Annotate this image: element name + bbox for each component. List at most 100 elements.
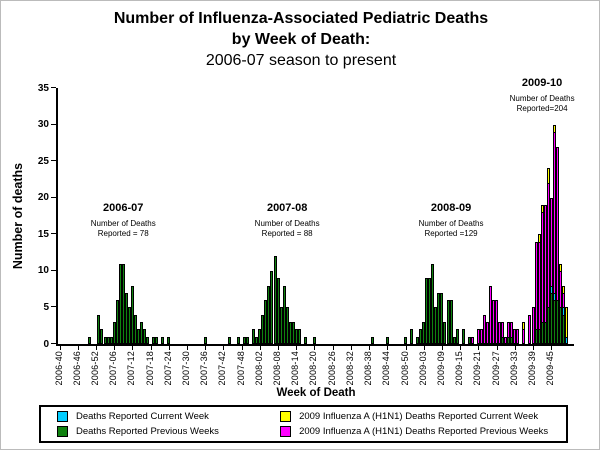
bar-segment-m-2009-49 — [561, 292, 565, 309]
bar-segment-g-2008-03 — [261, 314, 265, 344]
x-tick-label: 2006-52 — [89, 351, 100, 386]
bar-segment-m-2009-25 — [489, 285, 492, 344]
x-tick — [332, 346, 334, 350]
bar-segment-g-2008-10 — [282, 285, 286, 344]
season-label: 2006-07 — [103, 202, 144, 214]
season-annotation-2007-08: 2007-08 Number of Deaths Reported = 88 — [255, 202, 320, 239]
bar-segment-g-2008-20 — [312, 336, 316, 344]
season-annotation-2008-09: 2008-09 Number of Deaths Reported =129 — [419, 202, 484, 239]
y-tick — [51, 269, 56, 271]
x-tick-label: 2006-46 — [71, 351, 82, 386]
x-tick — [223, 346, 225, 350]
x-tick-label: 2008-50 — [399, 351, 410, 386]
x-tick-label: 2009-03 — [417, 351, 428, 386]
x-tick-label: 2007-06 — [108, 351, 119, 386]
bar-segment-g-2009-02 — [419, 329, 423, 344]
bar-segment-g-2009-08 — [437, 292, 441, 344]
x-tick — [241, 346, 243, 350]
x-tick-label: 2009-39 — [527, 351, 537, 386]
season-note-line1: Number of Deaths — [418, 219, 484, 228]
bar-segment-y-2009-46 — [552, 124, 556, 133]
bar-segment-g-2007-04 — [106, 336, 110, 344]
season-note-line1: Number of Deaths — [509, 94, 575, 103]
legend-swatch-c — [57, 411, 68, 422]
y-tick — [51, 343, 56, 344]
x-tick-label: 2008-14 — [290, 351, 301, 386]
bar-segment-g-2008-05 — [267, 285, 271, 344]
x-tick-label: 2007-36 — [199, 351, 210, 386]
season-annotation-2009-10: 2009-10 Number of Deaths Reported=204 — [510, 77, 575, 114]
legend-item-g: Deaths Reported Previous Weeks — [57, 426, 280, 437]
chart-title-line1: Number of Influenza-Associated Pediatric… — [113, 10, 489, 27]
bar-segment-y-2009-41 — [537, 234, 541, 243]
bar-segment-g-2007-44 — [227, 336, 231, 344]
x-tick-label: 2009-21 — [472, 351, 483, 386]
bar-segment-g-2007-22 — [161, 336, 165, 344]
y-tick-label: 25 — [37, 155, 49, 167]
season-note-line1: Number of Deaths — [90, 219, 156, 228]
bar-segment-g-2008-01 — [255, 336, 259, 344]
y-tick — [51, 306, 56, 308]
x-tick — [387, 346, 389, 350]
season-label: 2007-08 — [266, 202, 308, 214]
x-tick — [350, 346, 352, 350]
bar-segment-g-2007-03 — [103, 336, 107, 344]
bar-segment-g-2007-07 — [115, 300, 119, 344]
plot-area: 0 5 10 15 20 25 30 35 2006-40 2006-46 2006-52 2007-… — [38, 77, 575, 385]
y-axis-label: Number of deaths — [11, 162, 25, 270]
legend: Deaths Reported Current Week Deaths Repor… — [39, 405, 568, 443]
bar-segment-g-2007-15 — [139, 322, 143, 344]
bar-segment-g-2007-10 — [124, 292, 128, 344]
bar-segment-m-2009-43 — [543, 205, 547, 324]
legend-swatch-y — [280, 411, 292, 422]
x-tick-label: 2007-24 — [162, 351, 173, 386]
x-tick-label: 2008-44 — [381, 351, 392, 386]
bar-segment-g-2007-02 — [100, 329, 104, 344]
bar-segment-y-2009-49 — [561, 285, 565, 294]
bar-segment-m-2009-38 — [528, 314, 532, 344]
bar-segment-g-2009-12 — [449, 300, 453, 344]
bar-segment-g-2007-09 — [121, 263, 125, 344]
bar-segment-g-2009-16 — [461, 329, 465, 344]
x-tick — [405, 346, 407, 350]
bar-segment-g-2007-11 — [127, 307, 131, 344]
x-tick-label: 2007-48 — [235, 351, 246, 386]
bar-segment-g-2009-06 — [431, 263, 435, 344]
y-tick — [51, 196, 56, 198]
bar-segment-g-2007-16 — [142, 329, 146, 344]
bar-segment-g-2007-50 — [246, 336, 250, 344]
season-note-line1: Number of Deaths — [254, 219, 320, 228]
bar-segment-g-2008-02 — [258, 329, 262, 344]
x-tick-label: 2008-26 — [326, 351, 337, 386]
chart-title-line2: by Week of Death: — [231, 31, 371, 48]
bar-segment-g-2009-14 — [455, 329, 459, 344]
bar-segment-g-2007-52 — [252, 329, 256, 344]
y-tick — [51, 123, 56, 125]
legend-swatch-g — [57, 426, 68, 437]
x-tick — [205, 346, 207, 350]
bar-segment-g-2007-49 — [243, 336, 247, 344]
y-tick-label: 20 — [37, 192, 49, 204]
bar-segment-m-2009-28 — [498, 322, 502, 344]
y-tick-label: 15 — [37, 228, 49, 240]
bar-segment-g-2008-13 — [291, 322, 295, 344]
bar-segment-g-2009-03 — [422, 322, 426, 344]
bar-segment-m-2009-30 — [504, 336, 508, 344]
x-tick — [551, 346, 553, 350]
bar-segment-y-2009-44 — [546, 168, 550, 185]
chart-title-line3: 2006-07 season to present — [205, 52, 397, 69]
bar-segment-g-2007-05 — [109, 336, 113, 344]
bar-segment-c-2009-50 — [564, 336, 568, 344]
bar-segment-y-2009-42 — [540, 205, 544, 214]
bar-segment-g-2009-09 — [440, 292, 444, 344]
bar-segment-g-2007-17 — [146, 336, 150, 344]
x-tick — [168, 346, 170, 350]
x-tick-label: 2006-40 — [53, 351, 64, 386]
bar-segment-g-2008-08 — [276, 278, 280, 344]
bar-segment-m-2009-31 — [507, 322, 511, 338]
bar-segment-g-2007-14 — [136, 329, 140, 344]
y-tick-label: 30 — [37, 119, 49, 131]
bar-segment-g-2007-24 — [167, 336, 171, 344]
x-tick-label: 2009-45 — [545, 351, 556, 386]
x-axis-label: Week of Death — [276, 387, 356, 399]
